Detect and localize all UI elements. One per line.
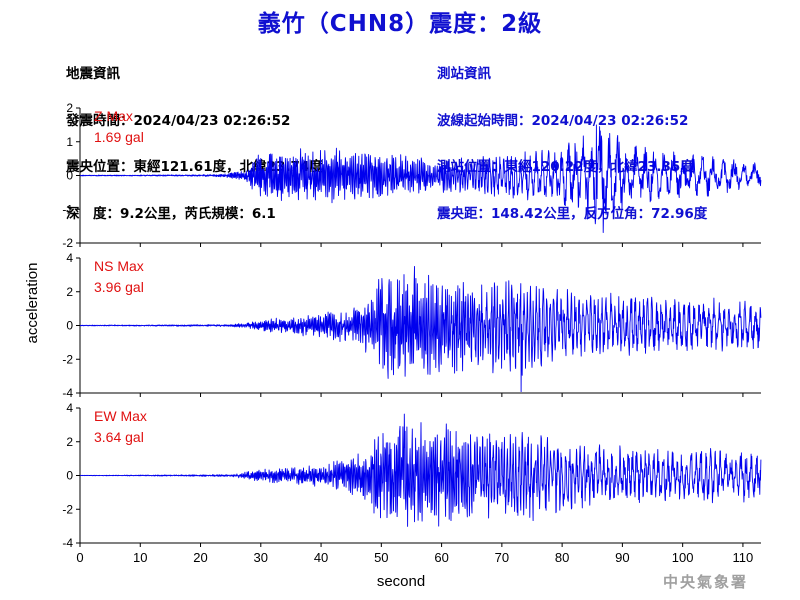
wave-start-time: 波線起始時間：2024/04/23 02:26:52 [437,112,689,129]
y-tick-label: -4 [62,386,73,400]
y-tick-label: 2 [66,435,73,449]
x-tick-label: 30 [254,550,268,565]
waveform-NS [79,265,762,393]
depth-magnitude: 深 度：9.2公里，芮氏規模：6.1 [66,205,276,222]
y-tick-label: 2 [66,285,73,299]
max-value-NS: 3.96 gal [94,279,144,295]
x-tick-label: 90 [615,550,629,565]
x-tick-label: 80 [555,550,569,565]
y-tick-label: 2 [66,101,73,115]
x-axis-label: second [377,573,425,590]
y-tick-label: 4 [66,401,73,415]
y-tick-label: 0 [66,319,73,333]
station-info-heading: 測站資訊 [437,66,491,82]
x-tick-label: 20 [193,550,207,565]
station-info: 測站資訊 波線起始時間：2024/04/23 02:26:52 測站位置：東經1… [437,36,707,238]
waveform-Z [79,124,762,233]
y-tick-label: 4 [66,251,73,265]
x-tick-label: 100 [672,550,694,565]
x-tick-label: 50 [374,550,388,565]
max-label-EW: EW Max [94,408,147,424]
x-tick-label: 0 [76,550,83,565]
page-title: 義竹（CHN8）震度：2級 [257,11,543,37]
y-tick-label: -1 [62,202,73,216]
agency-footer: 中央氣象署 [662,573,748,591]
y-tick-label: -2 [62,352,73,366]
y-tick-label: 1 [66,135,73,149]
y-tick-label: 0 [66,469,73,483]
x-tick-label: 110 [733,550,754,565]
x-tick-label: 60 [434,550,448,565]
y-tick-label: -4 [62,536,73,550]
x-tick-label: 10 [133,550,147,565]
max-label-Z: Z Max [94,108,133,124]
waveform-EW [79,413,762,527]
earthquake-time: 發震時間：2024/04/23 02:26:52 [66,112,291,129]
y-tick-label: 0 [66,169,73,183]
x-tick-label: 70 [495,550,509,565]
x-tick-label: 40 [314,550,328,565]
max-value-Z: 1.69 gal [94,129,144,145]
y-axis-label: acceleration [24,263,41,344]
y-tick-label: -2 [62,236,73,250]
earthquake-info-heading: 地震資訊 [66,66,120,82]
max-value-EW: 3.64 gal [94,429,144,445]
y-tick-label: -2 [62,502,73,516]
max-label-NS: NS Max [94,258,144,274]
epicentral-distance: 震央距：148.42公里，反方位角：72.96度 [437,205,708,222]
